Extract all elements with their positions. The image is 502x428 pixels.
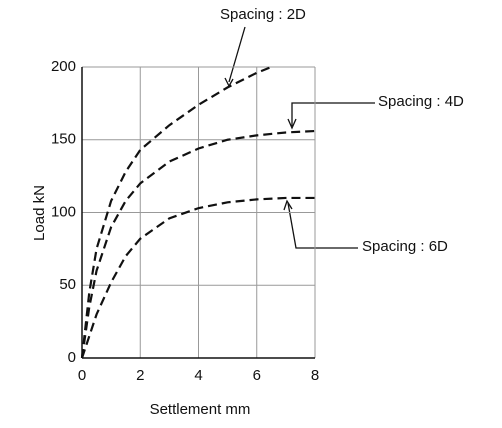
y-tick-label: 150	[51, 131, 76, 148]
y-tick-label: 0	[68, 349, 76, 366]
leader	[287, 202, 358, 249]
arrowhead	[287, 118, 297, 130]
y-tick-label: 100	[51, 203, 76, 220]
arrowhead	[283, 199, 293, 211]
y-tick-label: 200	[51, 58, 76, 75]
x-tick-label: 8	[311, 367, 319, 384]
x-axis-label: Settlement mm	[150, 401, 251, 418]
x-tick-label: 0	[78, 367, 86, 384]
x-tick-label: 2	[136, 367, 144, 384]
leader	[228, 26, 246, 83]
data-line	[80, 65, 272, 359]
x-tick-label: 6	[253, 367, 261, 384]
data-line	[80, 196, 315, 359]
annotation: Spacing : 6D	[362, 238, 448, 255]
x-tick-label: 4	[194, 367, 202, 384]
leaders	[224, 26, 375, 249]
y-axis-label: Load kN	[31, 185, 48, 241]
y-tick-label: 50	[59, 276, 76, 293]
leader	[291, 102, 375, 126]
annotation: Spacing : 2D	[220, 6, 306, 23]
annotation: Spacing : 4D	[378, 93, 464, 110]
